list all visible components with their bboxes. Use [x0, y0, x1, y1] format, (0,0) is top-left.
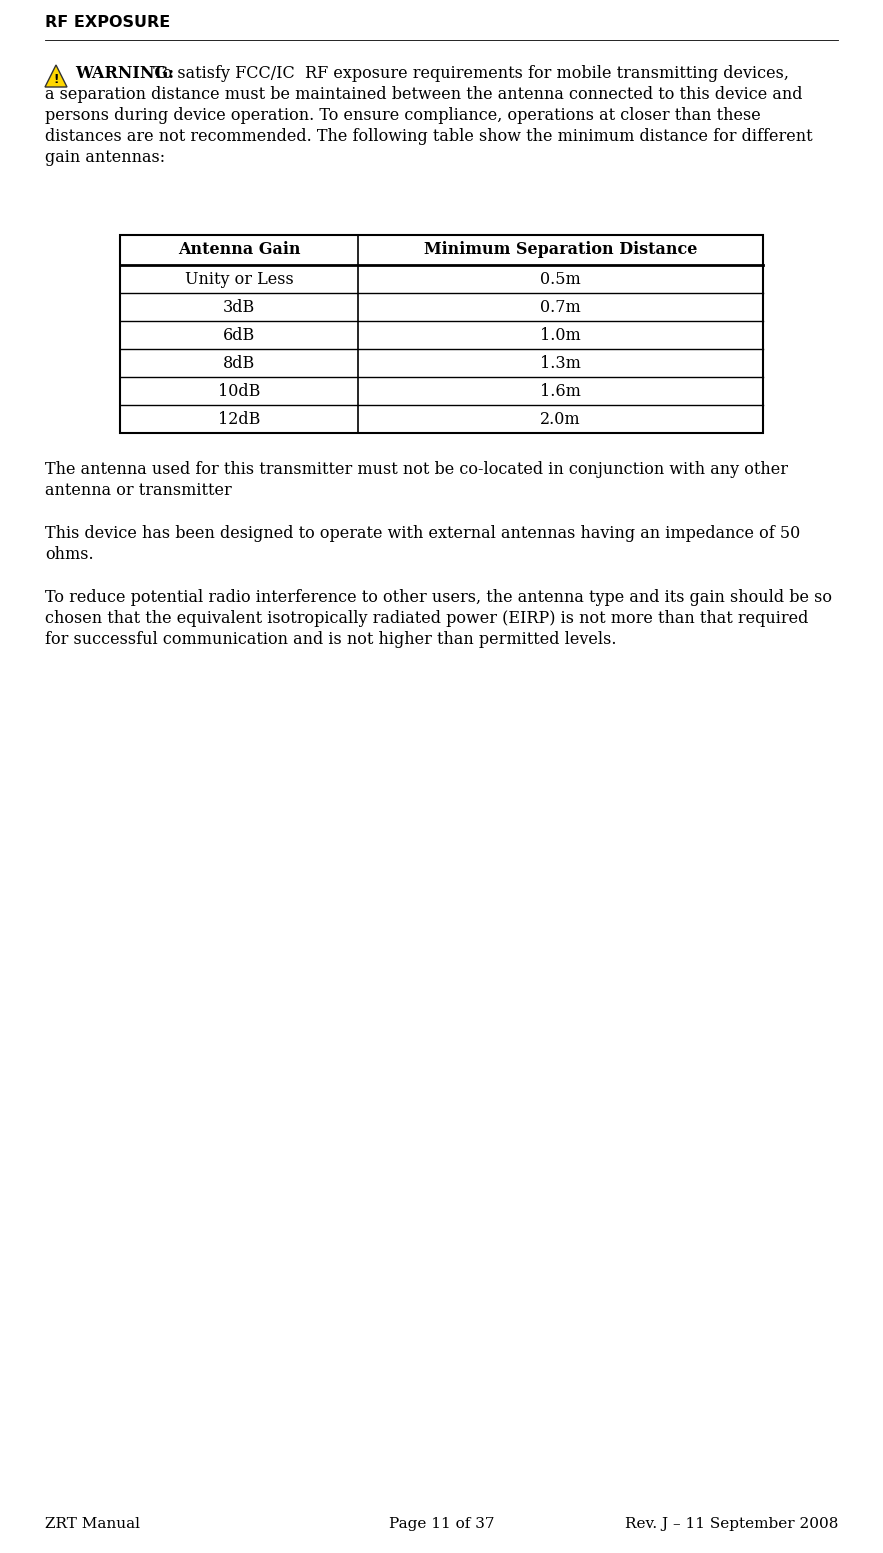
Bar	[120, 235, 763, 433]
Text: Minimum Separation Distance: Minimum Separation Distance	[424, 242, 698, 258]
Text: 8dB: 8dB	[223, 354, 255, 371]
Text: 0.7m: 0.7m	[540, 298, 581, 315]
Text: 1.3m: 1.3m	[540, 354, 581, 371]
Text: gain antennas:: gain antennas:	[45, 149, 165, 166]
Text: ZRT Manual: ZRT Manual	[45, 1517, 140, 1531]
Text: Antenna Gain: Antenna Gain	[177, 242, 300, 258]
Text: Page 11 of 37: Page 11 of 37	[389, 1517, 494, 1531]
Text: ohms.: ohms.	[45, 547, 94, 564]
Text: a separation distance must be maintained between the antenna connected to this d: a separation distance must be maintained…	[45, 85, 803, 102]
Text: WARNING:: WARNING:	[75, 65, 174, 82]
Text: !: !	[53, 73, 58, 85]
Text: 1.6m: 1.6m	[540, 382, 581, 399]
Text: 3dB: 3dB	[223, 298, 255, 315]
Text: Unity or Less: Unity or Less	[185, 270, 293, 287]
Text: for successful communication and is not higher than permitted levels.: for successful communication and is not …	[45, 631, 616, 648]
Text: Rev. J – 11 September 2008: Rev. J – 11 September 2008	[624, 1517, 838, 1531]
Text: 12dB: 12dB	[218, 410, 260, 427]
Text: antenna or transmitter: antenna or transmitter	[45, 481, 231, 499]
Text: The antenna used for this transmitter must not be co-located in conjunction with: The antenna used for this transmitter mu…	[45, 461, 788, 478]
Text: RF EXPOSURE: RF EXPOSURE	[45, 16, 170, 30]
Text: To reduce potential radio interference to other users, the antenna type and its : To reduce potential radio interference t…	[45, 589, 832, 606]
Text: 2.0m: 2.0m	[540, 410, 581, 427]
Text: distances are not recommended. The following table show the minimum distance for: distances are not recommended. The follo…	[45, 127, 812, 144]
Text: persons during device operation. To ensure compliance, operations at closer than: persons during device operation. To ensu…	[45, 107, 761, 124]
Text: chosen that the equivalent isotropically radiated power (EIRP) is not more than : chosen that the equivalent isotropically…	[45, 610, 808, 627]
Text: 1.0m: 1.0m	[540, 326, 581, 343]
Text: 0.5m: 0.5m	[540, 270, 581, 287]
Text: This device has been designed to operate with external antennas having an impeda: This device has been designed to operate…	[45, 525, 800, 542]
Polygon shape	[45, 65, 67, 87]
Text: To satisfy FCC/IC  RF exposure requirements for mobile transmitting devices,: To satisfy FCC/IC RF exposure requiremen…	[143, 65, 789, 82]
Text: 10dB: 10dB	[218, 382, 260, 399]
Text: 6dB: 6dB	[223, 326, 255, 343]
